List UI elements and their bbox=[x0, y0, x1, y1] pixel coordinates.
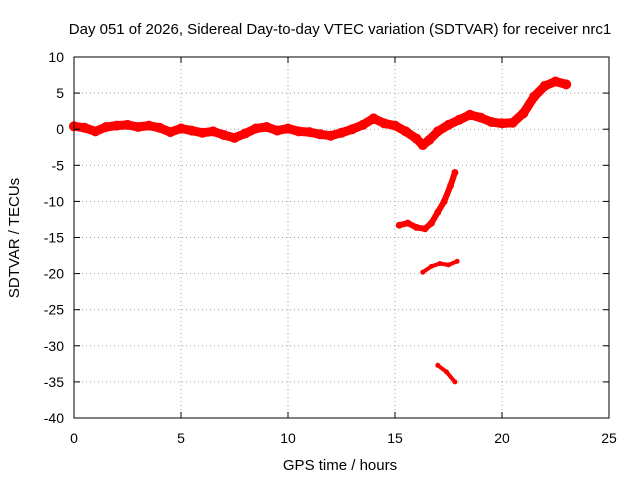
x-tick-label: 10 bbox=[280, 430, 296, 446]
data-point bbox=[347, 124, 358, 135]
x-axis-label: GPS time / hours bbox=[283, 457, 397, 474]
data-point bbox=[454, 258, 460, 264]
chart-title: Day 051 of 2026, Sidereal Day-to-day VTE… bbox=[69, 21, 611, 38]
data-point bbox=[464, 109, 475, 120]
data-point bbox=[368, 113, 379, 124]
data-point bbox=[229, 132, 240, 143]
data-point bbox=[412, 223, 420, 231]
data-point bbox=[79, 122, 90, 133]
data-point bbox=[186, 125, 197, 136]
data-point bbox=[443, 119, 454, 130]
x-tick-label: 25 bbox=[601, 430, 617, 446]
data-point bbox=[411, 133, 422, 144]
x-tick-label: 15 bbox=[387, 430, 403, 446]
data-point bbox=[437, 261, 443, 266]
data-point bbox=[435, 362, 441, 368]
data-point bbox=[293, 126, 304, 137]
data-point bbox=[325, 130, 336, 141]
data-point bbox=[561, 79, 572, 90]
data-point bbox=[443, 369, 449, 375]
y-tick-label: -35 bbox=[44, 374, 64, 390]
y-tick-label: -5 bbox=[52, 157, 65, 173]
data-point bbox=[404, 219, 412, 227]
data-point bbox=[143, 120, 154, 131]
data-point bbox=[446, 262, 451, 268]
data-point bbox=[336, 127, 347, 138]
data-point bbox=[218, 130, 229, 140]
data-point bbox=[486, 117, 497, 127]
data-point bbox=[101, 122, 112, 132]
data-point bbox=[434, 208, 442, 216]
y-tick-label: -15 bbox=[44, 230, 64, 246]
data-point bbox=[420, 269, 426, 275]
y-tick-label: -10 bbox=[44, 193, 64, 209]
data-point bbox=[133, 122, 144, 132]
data-point bbox=[428, 263, 434, 269]
data-point bbox=[427, 219, 435, 227]
y-tick-label: -25 bbox=[44, 302, 64, 318]
data-point bbox=[395, 221, 403, 229]
data-point bbox=[550, 76, 561, 87]
data-point bbox=[122, 119, 133, 130]
data-point bbox=[272, 125, 283, 136]
data-point bbox=[539, 80, 550, 91]
data-point bbox=[400, 126, 411, 137]
data-point bbox=[315, 129, 326, 140]
data-point bbox=[90, 126, 101, 137]
data-point bbox=[421, 225, 429, 233]
data-point bbox=[447, 182, 455, 189]
data-point bbox=[283, 123, 293, 134]
data-point bbox=[240, 128, 251, 139]
data-point bbox=[111, 120, 122, 131]
data-point bbox=[452, 379, 458, 385]
y-tick-label: -30 bbox=[44, 338, 64, 354]
data-point bbox=[261, 122, 272, 132]
data-point bbox=[424, 135, 435, 145]
data-point bbox=[432, 126, 443, 137]
data-point bbox=[475, 112, 486, 123]
data-point bbox=[208, 126, 219, 137]
data-series bbox=[69, 76, 572, 385]
data-point bbox=[379, 118, 390, 129]
data-point bbox=[451, 169, 459, 176]
grid-lines bbox=[74, 57, 609, 418]
y-tick-label: 0 bbox=[56, 121, 64, 137]
data-point bbox=[529, 91, 540, 102]
axis-ticks: 0 5 10 15 20 25 -40 -35 -30 -25 -20 -15 -10 -5 0 5 10 bbox=[44, 49, 617, 446]
data-point bbox=[390, 120, 400, 131]
y-tick-label: 10 bbox=[48, 49, 64, 65]
y-tick-label: -40 bbox=[44, 410, 64, 426]
data-point bbox=[454, 114, 465, 125]
y-tick-label: -20 bbox=[44, 266, 64, 282]
data-point bbox=[250, 123, 261, 134]
y-axis-label: SDTVAR / TECUs bbox=[6, 178, 23, 298]
data-point bbox=[357, 119, 368, 130]
data-point bbox=[440, 197, 448, 205]
data-point bbox=[197, 127, 208, 138]
x-tick-label: 5 bbox=[177, 430, 185, 446]
data-point bbox=[176, 123, 186, 134]
data-point bbox=[154, 122, 165, 133]
data-point bbox=[304, 127, 315, 138]
data-point bbox=[165, 127, 176, 138]
data-point bbox=[518, 108, 529, 119]
y-tick-label: 5 bbox=[56, 85, 64, 101]
x-tick-label: 20 bbox=[494, 430, 510, 446]
x-tick-label: 0 bbox=[70, 430, 78, 446]
data-point bbox=[497, 118, 507, 129]
data-point bbox=[507, 117, 518, 128]
